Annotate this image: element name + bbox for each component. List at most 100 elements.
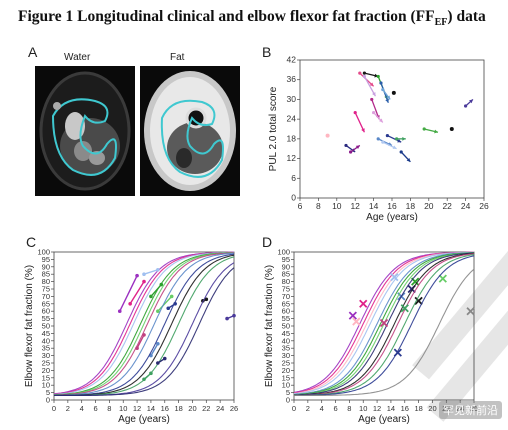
data-point [117,309,122,313]
y-tick-label: 40 [282,336,290,345]
y-tick-label: 55 [42,314,50,323]
data-point [135,346,139,350]
fit-curve [53,252,235,396]
mri-water-image [35,66,135,196]
x-marker [411,277,420,286]
y-tick-label: 30 [42,351,50,360]
data-point [156,361,160,365]
data-point [232,313,236,318]
observed-segment [150,343,159,356]
data-point [166,306,171,311]
y-tick-label: 0 [46,396,50,405]
x-marker [352,317,361,326]
model-curve [293,251,474,395]
trajectory-arrowhead [406,157,411,162]
data-point [156,309,160,313]
trajectory-arrowhead [385,98,389,103]
y-tick-label: 36 [287,74,297,84]
x-tick-label: 22 [202,404,210,413]
plot-frame [293,251,475,401]
y-tick-label: 12 [287,153,297,163]
trajectory-arrowhead [392,145,397,149]
y-tick-label: 10 [282,381,290,390]
x-tick-label: 8 [347,404,351,413]
y-tick-label: 0 [286,396,290,405]
x-tick-label: 14 [387,404,395,413]
x-tick-label: 26 [479,201,489,211]
x-axis-label: Age (years) [118,414,170,425]
mri-water-label: Water [64,52,91,63]
fit-curve [54,256,235,397]
x-tick-label: 18 [174,404,182,413]
y-tick-label: 42 [287,55,297,65]
mri-fat-label: Fat [170,52,185,63]
fit-curve [54,254,235,396]
panel-b-letter: B [262,44,272,60]
y-tick-label: 60 [282,307,290,316]
model-curve [294,253,475,396]
y-tick-label: 45 [42,329,50,338]
y-tick-label: 40 [42,336,50,345]
x-tick-label: 20 [188,404,196,413]
data-point [204,297,209,302]
x-tick-label: 4 [320,404,324,413]
y-tick-label: 20 [42,366,50,375]
y-tick-label: 70 [282,292,290,301]
x-tick-label: 12 [373,404,381,413]
x-tick-label: 22 [442,404,450,413]
mri-fat-image [140,66,240,196]
y-tick-label: 24 [287,114,297,124]
x-tick-label: 18 [414,404,422,413]
trajectory-arrowhead [402,136,406,141]
data-point [325,133,330,138]
y-tick-label: 100 [277,248,290,257]
data-point [142,333,146,337]
x-marker [348,311,357,320]
y-tick-label: 70 [42,292,50,301]
data-point [142,272,146,276]
y-tick-label: 5 [286,388,290,397]
data-point [128,302,132,306]
model-curve [294,255,475,396]
x-tick-label: 24 [456,404,464,413]
data-point [391,90,396,95]
x-tick-label: 16 [401,404,409,413]
y-axis-label: Elbow flexor fat fraction (%) [264,265,275,387]
figure-title-subscript: EF [434,17,448,29]
data-point [142,279,146,284]
x-tick-label: 4 [80,404,84,413]
x-marker [379,318,389,328]
data-point [149,371,153,376]
x-tick-label: 6 [333,404,337,413]
y-tick-label: 0 [291,193,296,203]
x-tick-label: 22 [442,201,452,211]
x-tick-label: 16 [387,201,397,211]
y-tick-label: 25 [42,359,50,368]
x-tick-label: 20 [428,404,436,413]
y-tick-label: 20 [282,366,290,375]
x-tick-label: 24 [216,404,224,413]
x-marker [400,304,409,313]
y-tick-label: 6 [291,173,296,183]
observed-segment [119,275,138,312]
y-tick-label: 25 [282,359,290,368]
data-point [149,294,153,299]
y-tick-label: 85 [282,270,290,279]
y-axis-label: PUL 2.0 total score [268,86,279,171]
y-tick-label: 15 [282,373,290,382]
x-tick-label: 12 [350,201,360,211]
trajectory-arrowhead [379,118,383,123]
observed-segment [157,295,173,312]
x-tick-label: 6 [93,404,97,413]
data-point [135,273,139,278]
watermark-label: 罕见新前沿 [439,401,502,419]
trajectory-arrowhead [369,82,374,87]
x-marker [359,299,368,308]
trajectory-line [354,112,365,133]
y-tick-label: 95 [282,255,290,264]
y-tick-label: 100 [37,248,50,257]
fit-curve [54,252,235,396]
model-curve [293,252,475,396]
data-point [169,294,174,299]
trajectory-arrowhead [386,95,391,100]
